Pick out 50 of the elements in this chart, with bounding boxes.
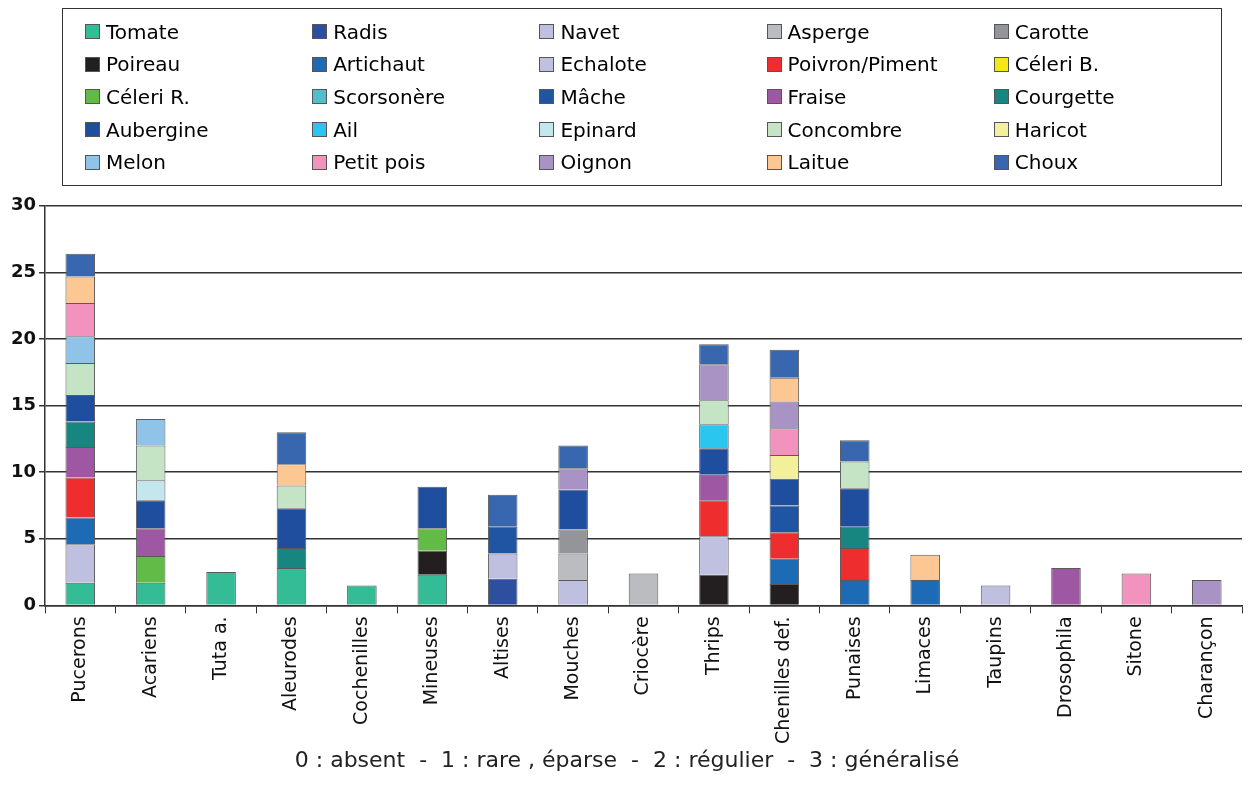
x-tick-label: Mouches — [560, 616, 583, 701]
x-tick-label: Altises — [489, 616, 512, 679]
legend-label: Poivron/Piment — [787, 52, 938, 77]
legend-label: Artichaut — [333, 52, 425, 77]
x-tick-label: Chenilles def. — [771, 616, 794, 745]
legend-label: Oignon — [560, 150, 632, 175]
x-tick-label: Taupins — [982, 616, 1005, 689]
text: 0 : absent - 1 : rare , éparse - 2 : régulier - 3 : généralisé — [293, 747, 961, 772]
legend-label: Céleri R. — [106, 84, 190, 109]
y-tick-label: 5 — [23, 526, 37, 548]
legend-label: Asperge — [787, 19, 870, 44]
x-tick-label: Sitone — [1123, 616, 1146, 677]
y-tick-label: 30 — [10, 193, 37, 215]
x-tick-label: Limaces — [912, 616, 935, 695]
legend-label: Choux — [1014, 150, 1079, 175]
legend-label: Carotte — [1014, 19, 1090, 44]
legend-label: Concombre — [787, 117, 902, 142]
legend-label: Mâche — [560, 84, 626, 109]
legend-label: Tomate — [106, 19, 179, 44]
y-tick-label: 0 — [23, 593, 37, 615]
x-tick-label: Aleurodes — [278, 616, 301, 712]
y-tick-label: 10 — [10, 459, 37, 481]
legend-label: Haricot — [1014, 117, 1087, 142]
y-tick-label: 15 — [10, 393, 37, 415]
y-tick-label: 25 — [10, 260, 37, 282]
legend-label: Céleri B. — [1014, 52, 1100, 77]
legend-label: Melon — [106, 150, 167, 175]
x-tick-label: Thrips — [700, 616, 723, 677]
legend-label: Navet — [560, 19, 620, 44]
x-tick-label: Drosophila — [1052, 616, 1075, 718]
legend-label: Ail — [333, 117, 358, 142]
legend-label: Radis — [333, 19, 388, 44]
legend-label: Laitue — [787, 150, 850, 175]
x-tick-label: Tuta a. — [208, 616, 231, 681]
legend-label: Courgette — [1014, 84, 1115, 109]
legend-label: Echalote — [560, 52, 647, 77]
x-tick-label: Acariens — [137, 616, 160, 698]
x-tick-label: Pucerons — [67, 616, 90, 703]
legend-label: Epinard — [560, 117, 637, 142]
legend-label: Petit pois — [333, 150, 426, 175]
x-tick-label: Cochenilles — [348, 616, 371, 725]
legend-label: Poireau — [106, 52, 181, 77]
legend-label: Scorsonère — [333, 84, 446, 109]
legend-label: Aubergine — [106, 117, 209, 142]
x-tick-label: Criocère — [630, 616, 653, 696]
x-tick-label: Mineuses — [419, 616, 442, 706]
legend-label: Fraise — [787, 84, 847, 109]
y-tick-label: 20 — [10, 326, 37, 348]
x-tick-label: Charançon — [1193, 616, 1216, 719]
x-tick-label: Punaises — [841, 616, 864, 701]
